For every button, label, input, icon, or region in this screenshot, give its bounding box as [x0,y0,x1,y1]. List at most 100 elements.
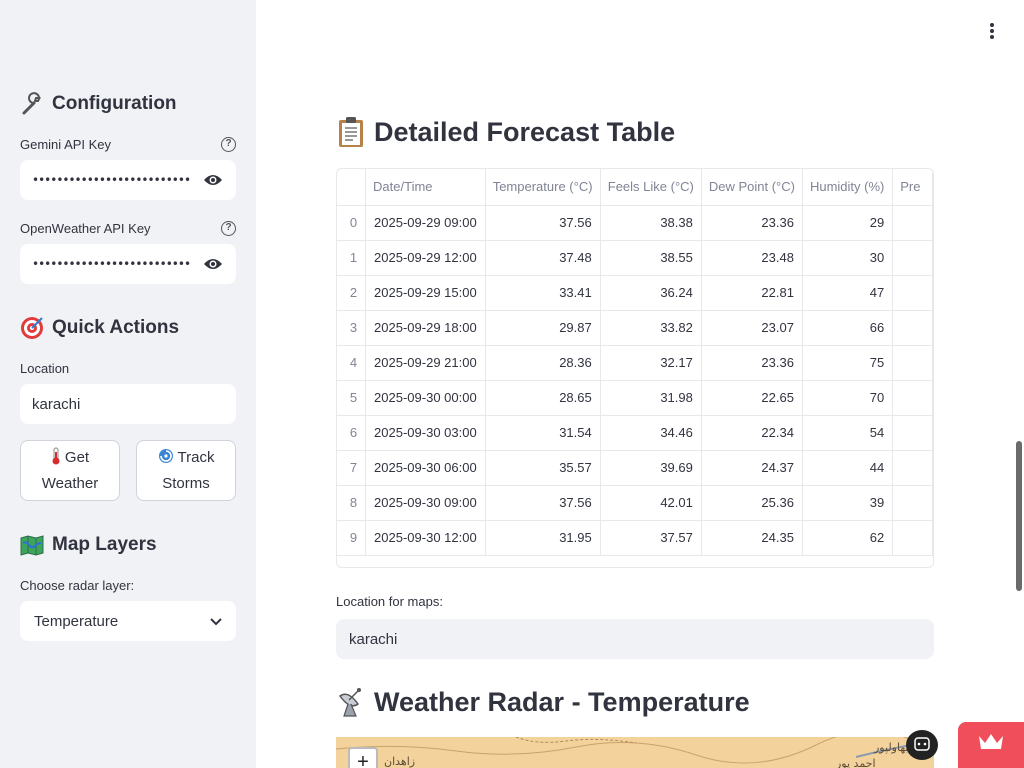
table-cell[interactable]: 2025-09-29 18:00 [365,310,486,346]
bot-avatar-icon[interactable] [906,730,938,760]
table-row[interactable]: 9 2025-09-30 12:00 31.95 37.57 24.35 62 [337,520,933,556]
table-cell[interactable]: 39 [802,485,894,521]
table-cell[interactable] [892,485,933,521]
radar-layer-select[interactable]: Temperature [20,601,236,641]
table-cell[interactable]: 2025-09-30 06:00 [365,450,486,486]
row-index-cell[interactable]: 6 [337,415,367,451]
table-cell[interactable]: 28.65 [485,380,601,416]
table-cell[interactable]: 54 [802,415,894,451]
main-scrollbar[interactable] [1016,441,1022,591]
table-cell[interactable] [892,310,933,346]
table-cell[interactable] [892,415,933,451]
table-row[interactable]: 8 2025-09-30 09:00 37.56 42.01 25.36 39 [337,485,933,521]
row-index-cell[interactable]: 4 [337,345,367,381]
table-cell[interactable]: 66 [802,310,894,346]
row-index-cell[interactable]: 0 [337,205,367,241]
weather-radar-map[interactable]: + زاهدان بهاولپور احمد پور [336,737,934,768]
track-storms-button[interactable]: Track Storms [136,440,236,501]
table-row[interactable]: 6 2025-09-30 03:00 31.54 34.46 22.34 54 [337,415,933,451]
table-cell[interactable]: 38.55 [600,240,702,276]
table-cell[interactable]: 34.46 [600,415,702,451]
row-index-cell[interactable]: 5 [337,380,367,416]
table-row[interactable]: 4 2025-09-29 21:00 28.36 32.17 23.36 75 [337,345,933,381]
table-cell[interactable]: 37.56 [485,485,601,521]
table-cell[interactable]: 2025-09-29 15:00 [365,275,486,311]
table-cell[interactable] [892,275,933,311]
table-cell[interactable]: 31.54 [485,415,601,451]
table-row[interactable]: 1 2025-09-29 12:00 37.48 38.55 23.48 30 [337,240,933,276]
table-cell[interactable]: 32.17 [600,345,702,381]
table-cell[interactable] [892,450,933,486]
table-cell[interactable]: 29 [802,205,894,241]
table-cell[interactable]: 42.01 [600,485,702,521]
table-cell[interactable]: 31.98 [600,380,702,416]
forecast-table[interactable]: Date/Time Temperature (°C) Feels Like (°… [336,168,934,568]
column-header[interactable]: Date/Time [365,169,486,206]
table-cell[interactable]: 25.36 [701,485,803,521]
row-index-cell[interactable]: 3 [337,310,367,346]
table-cell[interactable]: 33.82 [600,310,702,346]
table-cell[interactable]: 23.48 [701,240,803,276]
column-header[interactable]: Humidity (%) [802,169,894,206]
table-cell[interactable] [892,240,933,276]
table-cell[interactable]: 22.65 [701,380,803,416]
table-cell[interactable]: 62 [802,520,894,556]
table-cell[interactable]: 24.35 [701,520,803,556]
column-header[interactable]: Dew Point (°C) [701,169,803,206]
crown-icon[interactable] [958,722,1024,768]
column-header[interactable] [337,169,367,206]
map-zoom-in-button[interactable]: + [348,747,378,768]
table-cell[interactable]: 2025-09-29 12:00 [365,240,486,276]
table-cell[interactable]: 37.56 [485,205,601,241]
table-cell[interactable]: 2025-09-29 21:00 [365,345,486,381]
table-cell[interactable]: 31.95 [485,520,601,556]
table-cell[interactable]: 28.36 [485,345,601,381]
table-cell[interactable]: 75 [802,345,894,381]
table-cell[interactable] [892,380,933,416]
table-cell[interactable]: 30 [802,240,894,276]
row-index-cell[interactable]: 8 [337,485,367,521]
table-cell[interactable]: 38.38 [600,205,702,241]
table-cell[interactable]: 33.41 [485,275,601,311]
table-row[interactable]: 3 2025-09-29 18:00 29.87 33.82 23.07 66 [337,310,933,346]
table-cell[interactable]: 2025-09-30 00:00 [365,380,486,416]
table-row[interactable]: 0 2025-09-29 09:00 37.56 38.38 23.36 29 [337,205,933,241]
column-header[interactable]: Pre [892,169,933,206]
row-index-cell[interactable]: 1 [337,240,367,276]
table-cell[interactable]: 24.37 [701,450,803,486]
table-cell[interactable]: 2025-09-30 03:00 [365,415,486,451]
table-cell[interactable]: 47 [802,275,894,311]
table-cell[interactable]: 37.57 [600,520,702,556]
table-cell[interactable]: 70 [802,380,894,416]
help-icon[interactable]: ? [221,136,236,152]
table-row[interactable]: 5 2025-09-30 00:00 28.65 31.98 22.65 70 [337,380,933,416]
table-cell[interactable]: 36.24 [600,275,702,311]
table-cell[interactable] [892,520,933,556]
column-header[interactable]: Temperature (°C) [485,169,601,206]
row-index-cell[interactable]: 7 [337,450,367,486]
gemini-api-key-input[interactable]: •••••••••••••••••••••••••••••••••••• [20,160,236,200]
table-cell[interactable]: 2025-09-29 09:00 [365,205,486,241]
table-cell[interactable]: 23.36 [701,345,803,381]
table-cell[interactable] [892,345,933,381]
show-password-eye-icon[interactable] [202,169,224,191]
table-cell[interactable]: 23.36 [701,205,803,241]
table-cell[interactable]: 29.87 [485,310,601,346]
get-weather-button[interactable]: Get Weather [20,440,120,501]
table-cell[interactable]: 44 [802,450,894,486]
row-index-cell[interactable]: 2 [337,275,367,311]
table-cell[interactable]: 22.34 [701,415,803,451]
table-cell[interactable]: 22.81 [701,275,803,311]
show-password-eye-icon[interactable] [202,253,224,275]
table-cell[interactable]: 2025-09-30 12:00 [365,520,486,556]
location-input[interactable]: karachi [20,384,236,424]
table-cell[interactable] [892,205,933,241]
help-icon[interactable]: ? [221,220,236,236]
table-row[interactable]: 7 2025-09-30 06:00 35.57 39.69 24.37 44 [337,450,933,486]
table-cell[interactable]: 37.48 [485,240,601,276]
main-menu-icon[interactable] [986,22,998,40]
maps-location-input[interactable]: karachi [336,619,934,659]
table-cell[interactable]: 39.69 [600,450,702,486]
table-row[interactable]: 2 2025-09-29 15:00 33.41 36.24 22.81 47 [337,275,933,311]
table-cell[interactable]: 23.07 [701,310,803,346]
